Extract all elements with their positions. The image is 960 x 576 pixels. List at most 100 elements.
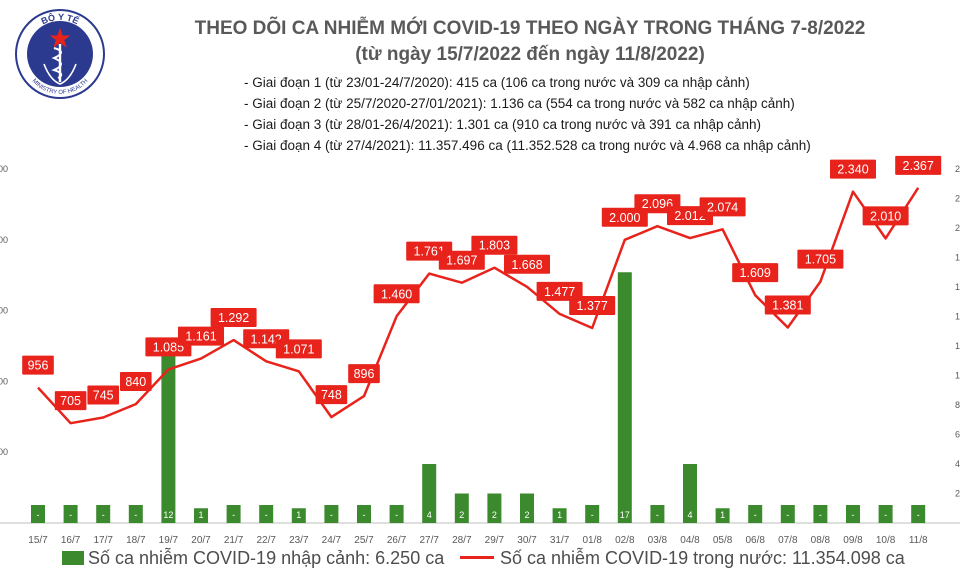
bar-label-6: - (232, 510, 235, 520)
bar-15 (520, 493, 534, 523)
line-label-10: 896 (354, 367, 375, 381)
x-tick-label-17: 01/8 (582, 535, 602, 546)
left-axis-tick-1: 1.000 (0, 376, 8, 386)
line-label-box-6 (210, 308, 257, 328)
bar-18 (617, 272, 632, 523)
line-label-box-10 (348, 364, 380, 384)
x-tick-label-0: 15/7 (28, 535, 48, 546)
x-tick-label-16: 31/7 (550, 535, 570, 546)
line-label-box-24 (797, 249, 844, 269)
phase-note-1: - Giai đoạn 1 (từ 23/01-24/7/2020): 415 … (244, 75, 750, 90)
line-label-box-25 (830, 159, 876, 179)
bar-14 (487, 493, 502, 523)
bar-label-26: - (884, 510, 887, 520)
right-axis-tick-8: 18 (955, 253, 960, 263)
bar-label-9: - (330, 510, 333, 520)
right-axis-tick-4: 10 (955, 371, 960, 381)
line-label-7: 1.142 (251, 332, 282, 346)
line-label-0: 956 (28, 359, 49, 373)
left-axis-tick-3: 2.000 (0, 235, 8, 245)
legend-item-bar: Số ca nhiễm COVID-19 nhập cảnh: 6.250 ca (62, 548, 444, 569)
legend-label-line: Số ca nhiễm COVID-19 trong nước: 11.354.… (500, 548, 905, 568)
phase-note-2: - Giai đoạn 2 (từ 25/7/2020-27/01/2021):… (244, 96, 795, 111)
line-label-19: 2.096 (642, 197, 673, 211)
x-tick-label-23: 07/8 (778, 535, 798, 546)
line-label-box-26 (862, 206, 909, 226)
x-tick-label-8: 23/7 (289, 535, 309, 546)
phase-notes: - Giai đoạn 1 (từ 23/01-24/7/2020): 415 … (244, 72, 811, 156)
line-label-box-5 (178, 326, 224, 346)
bar-25 (846, 505, 860, 523)
line-label-17: 1.377 (577, 299, 608, 313)
bar-21 (715, 508, 730, 523)
line-label-13: 1.697 (446, 254, 477, 268)
bar-label-10: - (363, 510, 366, 520)
bar-9 (324, 505, 339, 523)
bar-17 (585, 505, 600, 523)
line-label-9: 748 (321, 388, 342, 402)
x-tick-label-5: 20/7 (191, 535, 211, 546)
bar-label-2: - (102, 510, 105, 520)
x-tick-label-24: 08/8 (811, 535, 831, 546)
bar-label-19: - (656, 510, 659, 520)
x-tick-label-26: 10/8 (876, 535, 896, 546)
line-label-26: 2.010 (870, 209, 901, 223)
bar-23 (780, 505, 795, 523)
bar-label-17: - (591, 510, 594, 520)
bar-8 (291, 508, 306, 523)
chart-title: THEO DÕI CA NHIỄM MỚI COVID-19 THEO NGÀY… (194, 18, 866, 39)
line-label-25: 2.340 (837, 163, 868, 177)
line-label-4: 1.085 (153, 340, 184, 354)
bar-4 (161, 346, 176, 523)
bar-label-11: - (395, 510, 398, 520)
right-axis-tick-10: 22 (955, 194, 960, 204)
x-tick-label-3: 18/7 (126, 535, 146, 546)
chart-subtitle: (từ ngày 15/7/2022 đến ngày 11/8/2022) (355, 44, 705, 65)
bar-label-24: - (819, 510, 822, 520)
bar-7 (259, 505, 274, 523)
bar-series: - - - - 12 1 - - 1 - - - 4 2 2 2 1 - 17 - 4 1 - - - - - - (31, 272, 926, 523)
bar-label-5: 1 (198, 510, 203, 520)
x-tick-label-11: 26/7 (387, 535, 407, 546)
bar-label-23: - (786, 510, 789, 520)
bar-2 (96, 505, 111, 523)
legend-swatch-line (460, 556, 494, 559)
bar-label-4: 12 (163, 510, 173, 520)
line-label-27: 2.367 (903, 159, 934, 173)
bar-label-22: - (754, 510, 757, 520)
x-tick-label-1: 16/7 (61, 535, 81, 546)
x-tick-label-12: 27/7 (419, 535, 439, 546)
bar-6 (226, 505, 241, 523)
line-label-box-14 (471, 235, 518, 255)
x-tick-label-22: 06/8 (745, 535, 765, 546)
bar-12 (422, 464, 437, 523)
bar-label-8: 1 (296, 510, 301, 520)
bar-label-20: 4 (687, 510, 692, 520)
line-label-box-21 (699, 197, 746, 217)
bar-27 (911, 505, 926, 523)
bar-label-18: 17 (620, 510, 630, 520)
line-label-8: 1.071 (283, 342, 314, 356)
bar-label-1: - (69, 510, 72, 520)
line-label-box-15 (504, 254, 550, 274)
bar-19 (650, 505, 665, 523)
x-tick-label-9: 24/7 (322, 535, 342, 546)
star-icon (49, 28, 71, 48)
bar-label-16: 1 (557, 510, 562, 520)
line-label-box-23 (764, 295, 811, 315)
bar-13 (454, 493, 469, 523)
line-label-6: 1.292 (218, 311, 249, 325)
phase-note-4: - Giai đoạn 4 (từ 27/4/2021): 11.357.496… (244, 138, 811, 153)
line-label-box-8 (275, 339, 322, 359)
legend: Số ca nhiễm COVID-19 nhập cảnh: 6.250 ca… (62, 548, 942, 572)
bar-16 (552, 508, 567, 523)
line-label-21: 2.074 (707, 200, 738, 214)
line-label-14: 1.803 (479, 239, 510, 253)
line-label-box-2 (87, 385, 119, 405)
x-tick-label-13: 28/7 (452, 535, 472, 546)
left-axis-ticks: 500 1.000 1.500 2.000 2.500 (0, 164, 8, 457)
bar-label-25: - (852, 510, 855, 520)
right-axis-tick-5: 12 (955, 341, 960, 351)
bar-24 (813, 505, 828, 523)
